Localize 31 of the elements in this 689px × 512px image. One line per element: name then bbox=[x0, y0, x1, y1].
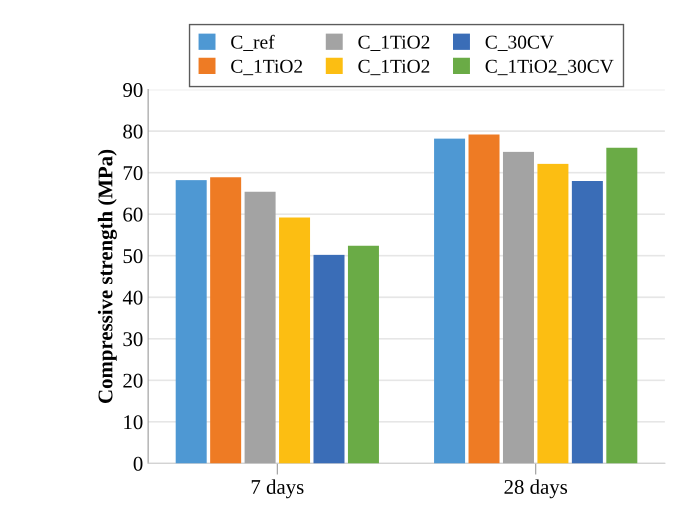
bar bbox=[348, 246, 379, 464]
y-tick-label: 80 bbox=[123, 124, 142, 139]
y-tick-label: 20 bbox=[123, 374, 142, 388]
y-tick-label: 50 bbox=[124, 249, 142, 264]
y-tick-label: 90 bbox=[123, 82, 142, 98]
bar bbox=[572, 180, 603, 464]
x-tick-label: 28 days bbox=[504, 479, 568, 498]
bar bbox=[537, 164, 568, 464]
bar bbox=[468, 134, 500, 464]
x-tick-label: 7 days bbox=[252, 479, 304, 498]
y-tick-label: 30 bbox=[123, 332, 142, 346]
y-tick-label: 10 bbox=[124, 415, 142, 430]
bar bbox=[502, 152, 534, 464]
bar bbox=[176, 180, 207, 464]
legend-label: C_1TiO2 bbox=[358, 60, 430, 76]
legend-label: C_1TiO2 bbox=[231, 60, 302, 76]
bar bbox=[313, 254, 344, 464]
legend-label: C_1TiO2 bbox=[358, 36, 430, 51]
legend-label: C_30CV bbox=[486, 36, 554, 51]
y-tick-label: 60 bbox=[123, 208, 142, 222]
bar bbox=[434, 138, 466, 464]
legend-label: C_1TiO2_30CV bbox=[486, 60, 614, 76]
y-tick-label: 40 bbox=[122, 290, 142, 305]
bar bbox=[606, 148, 638, 464]
y-axis-title: Compressive strength (MPa) bbox=[98, 150, 117, 403]
bar bbox=[244, 192, 276, 464]
y-tick-label: 0 bbox=[134, 456, 142, 471]
y-tick-label: 70 bbox=[124, 166, 142, 180]
bar bbox=[279, 218, 310, 464]
legend-label: C_ref bbox=[231, 34, 275, 51]
bar bbox=[210, 177, 242, 464]
